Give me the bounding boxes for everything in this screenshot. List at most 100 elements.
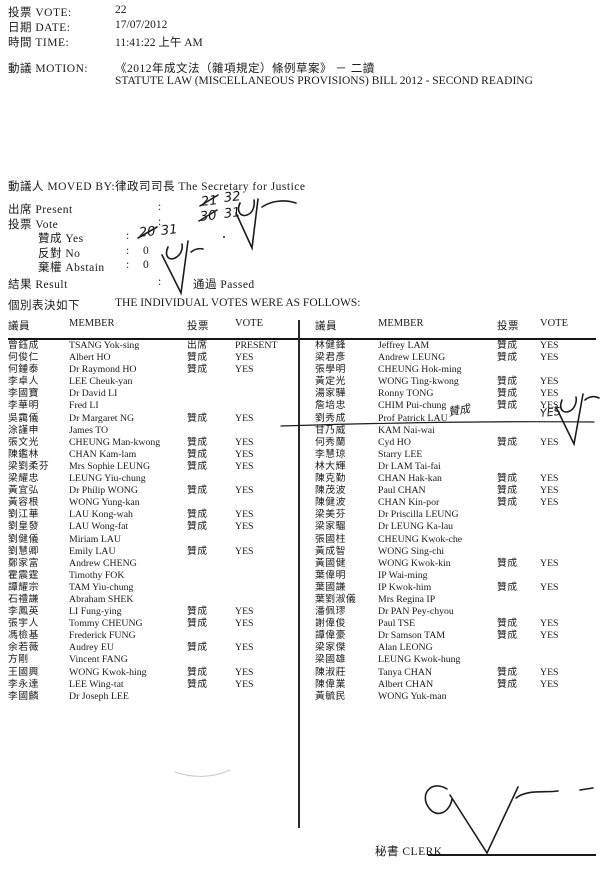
signature [235,198,297,251]
member-name-en: Dr Joseph LEE [69,690,129,702]
vote-cn: 贊成 [497,497,518,509]
table-row: 劉秀成 Prof Patrick LAU [315,413,600,425]
member-name-cn: 黃宜弘 [8,485,39,497]
vote-cn: 贊成 [497,630,518,642]
member-name-cn: 曾鈺成 [8,340,39,351]
vote-cn: 贊成 [497,485,518,497]
member-name-cn: 陳鑑林 [8,448,39,460]
table-row: 張國柱 CHEUNG Kwok-che [315,534,600,546]
member-name-cn: 梁家騮 [315,521,346,533]
member-name-en: Dr David LI [69,388,118,400]
member-name-en: LI Fung-ying [69,606,122,618]
table-row: 涂謹申 James TO [8,425,296,437]
member-name-en: WONG Ting-kwong [378,376,459,388]
member-name-cn: 甘乃威 [315,424,346,436]
time-label: 時間 TIME: [8,37,70,49]
member-name-cn: 李華明 [8,400,39,412]
vote-en: YES [235,412,254,424]
table-row: 方剛 Vincent FANG [8,654,296,666]
member-name-en: Tanya CHAN [378,666,433,678]
member-name-en: Timothy FOK [69,569,125,581]
member-name-cn: 李鳳英 [8,606,39,618]
vote-table-right: 議員 MEMBER 投票 VOTE 林健鋒 Jeffrey LAM 贊成 YES 梁君彥… [315,318,600,703]
member-name-cn: 劉慧卿 [8,545,39,557]
handwritten-patrick-lau-vote-en: YES [539,404,562,421]
member-name-en: Mrs Regina IP [378,593,436,605]
table-row: 黃成智 WONG Sing-chi [315,546,600,558]
motion-label: 動議 MOTION: [8,63,89,75]
vote-cn: 贊成 [187,412,208,424]
vote-cn: 贊成 [187,485,208,497]
member-name-en: Dr Philip WONG [69,485,138,497]
vote-cn: 贊成 [187,618,208,630]
member-name-cn: 潘佩璆 [315,606,346,618]
abstain-label: 棄權 Abstain [38,262,105,274]
member-name-cn: 吳靄儀 [8,412,39,424]
result-value: 通過 Passed [193,279,255,291]
member-name-en: Andrew LEUNG [378,352,446,364]
handwritten-vote-crossed: 30 [199,208,218,225]
table-row: 陳克勤 CHAN Hak-kan 贊成 YES [315,473,600,485]
vote-en: YES [235,460,254,472]
present-label: 出席 Present [8,204,73,216]
moved-by-label: 動議人 MOVED BY: [8,181,116,193]
vote-en: YES [540,376,559,388]
member-name-cn: 謝偉俊 [315,618,346,630]
vote-en: YES [540,352,559,364]
date-value: 17/07/2012 [115,19,168,31]
member-name-en: WONG Yung-kan [69,497,140,509]
member-name-cn: 方剛 [8,654,29,666]
vote-cn: 贊成 [187,352,208,364]
vote-count-colon: : [158,216,162,228]
vote-cn: 贊成 [187,436,208,448]
time-value: 11:41:22 上午 AM [115,37,203,49]
member-name-en: Frederick FUNG [69,630,136,642]
member-name-cn: 梁家傑 [315,642,346,654]
no-label: 反對 No [38,248,81,260]
vote-en: YES [235,352,254,364]
vote-en: YES [540,485,559,497]
table-row: 李慧琼 Starry LEE [315,449,600,461]
member-name-en: Dr Raymond HO [69,364,137,376]
handwritten-yes-crossed: 20 [138,224,157,241]
member-name-en: Albert CHAN [378,678,434,690]
individual-votes-title-english: THE INDIVIDUAL VOTES WERE AS FOLLOWS: [115,297,361,309]
header-vote-cn: 投票 [497,321,519,332]
vote-en: YES [235,642,254,654]
table-header-row: 議員 MEMBER 投票 VOTE [8,318,296,340]
vote-en: YES [235,509,254,521]
table-row: 吳靄儀 Dr Margaret NG 贊成 YES [8,413,296,425]
vote-en: YES [235,678,254,690]
member-name-en: Paul CHAN [378,485,426,497]
member-name-en: James TO [69,424,109,436]
member-name-cn: 李卓人 [8,376,39,388]
member-name-cn: 陳健波 [315,497,346,509]
member-name-cn: 張文光 [8,436,39,448]
table-row: 林大輝 Dr LAM Tai-fai [315,461,600,473]
member-name-cn: 涂謹申 [8,424,39,436]
table-row: 黃國健 WONG Kwok-kin 贊成 YES [315,558,600,570]
table-row: 何鍾泰 Dr Raymond HO 贊成 YES [8,364,296,376]
member-name-en: IP Wai-ming [378,569,428,581]
table-row: 張文光 CHEUNG Man-kwong 贊成 YES [8,437,296,449]
member-name-en: LEE Wing-tat [69,678,124,690]
table-row: 陳鑑林 CHAN Kam-lam 贊成 YES [8,449,296,461]
vote-cn: 贊成 [187,460,208,472]
table-row: 譚耀宗 TAM Yiu-chung [8,582,296,594]
vote-en: YES [235,521,254,533]
member-name-cn: 何秀蘭 [315,436,346,448]
member-name-en: Dr LAM Tai-fai [378,460,441,472]
table-body-left: 曾鈺成 TSANG Yok-sing 出席 PRESENT 何俊仁 Albert HO 贊成… [8,340,296,703]
vote-en: YES [540,473,559,485]
vote-en: YES [540,340,559,351]
result-colon: : [158,276,162,288]
table-row: 梁美芬 Dr Priscilla LEUNG [315,509,600,521]
member-name-cn: 余若薇 [8,642,39,654]
member-name-en: LEE Cheuk-yan [69,376,133,388]
member-name-en: Miriam LAU [69,533,121,545]
table-row: 林健鋒 Jeffrey LAM 贊成 YES [315,340,600,352]
motion-title-english: STATUTE LAW (MISCELLANEOUS PROVISIONS) B… [115,75,533,87]
member-name-cn: 梁國雄 [315,654,346,666]
vote-en: YES [235,545,254,557]
member-name-en: Emily LAU [69,545,116,557]
